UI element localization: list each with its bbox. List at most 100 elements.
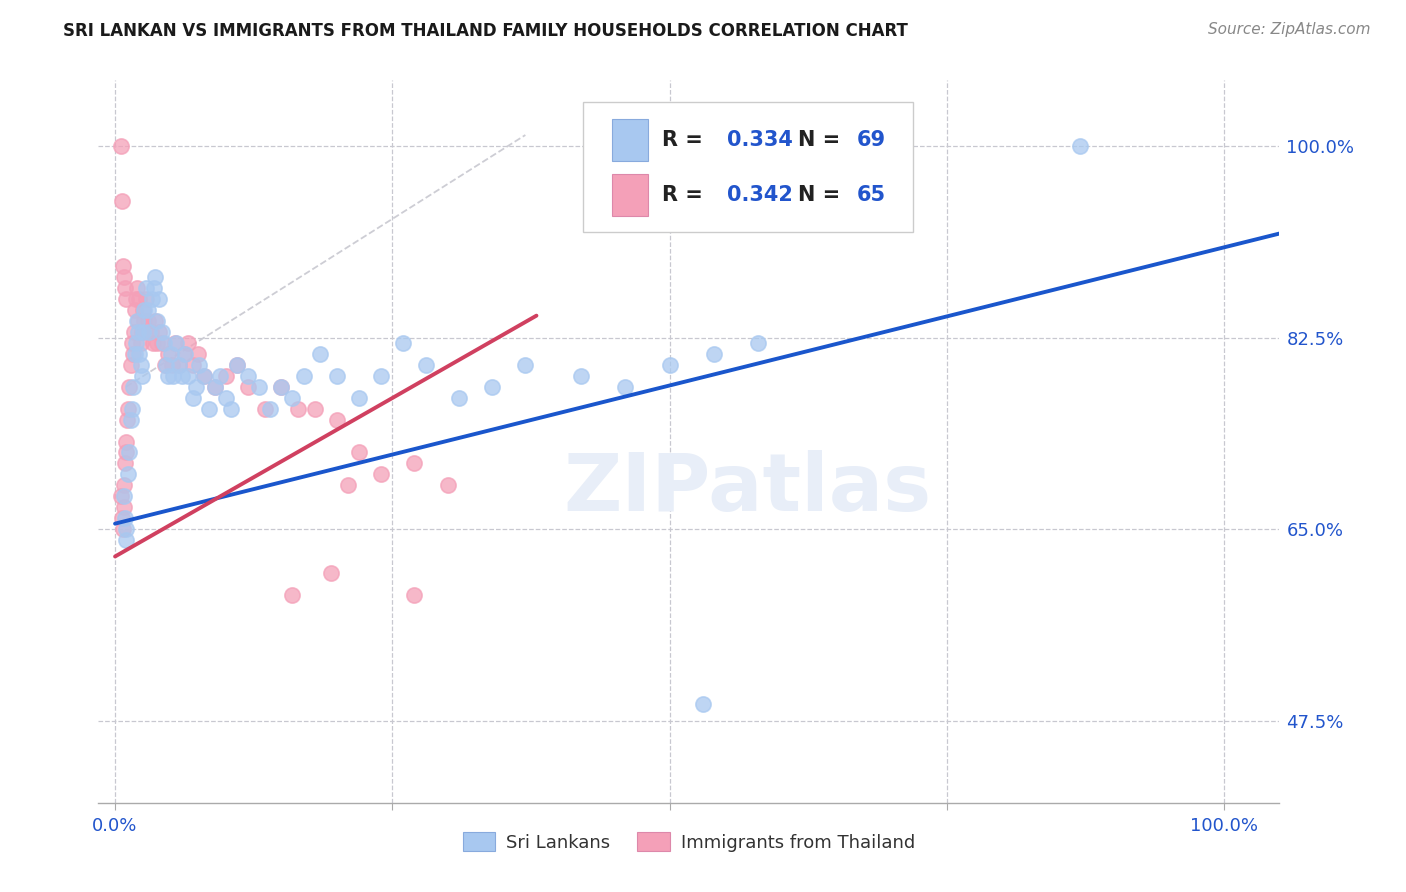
Point xyxy=(121,336,143,351)
Point xyxy=(124,303,146,318)
Point xyxy=(370,368,392,383)
Point xyxy=(209,368,232,383)
Point xyxy=(112,270,135,285)
Point xyxy=(215,391,238,405)
Point xyxy=(270,380,292,394)
Point xyxy=(347,445,370,459)
Point xyxy=(146,336,169,351)
Point xyxy=(150,325,173,339)
Point xyxy=(193,368,215,383)
Point xyxy=(136,314,159,328)
Point xyxy=(247,380,270,394)
Point xyxy=(125,336,148,351)
Point xyxy=(141,292,163,306)
Point xyxy=(148,292,170,306)
Point xyxy=(136,303,159,318)
Point xyxy=(177,336,200,351)
Point xyxy=(162,368,184,383)
Point xyxy=(121,380,143,394)
Point xyxy=(292,368,315,383)
Text: N =: N = xyxy=(797,130,846,150)
Point xyxy=(169,358,191,372)
Point xyxy=(111,194,134,208)
Point xyxy=(347,391,370,405)
Text: 69: 69 xyxy=(856,130,886,150)
Point xyxy=(148,325,170,339)
Point xyxy=(226,358,249,372)
Point xyxy=(270,380,292,394)
Point xyxy=(436,478,458,492)
Point xyxy=(129,336,152,351)
Bar xyxy=(612,174,648,216)
Point xyxy=(128,292,150,306)
Point xyxy=(127,314,149,328)
Point xyxy=(187,347,209,361)
Point xyxy=(215,368,238,383)
Point xyxy=(281,588,304,602)
Point xyxy=(336,478,359,492)
Point xyxy=(139,325,162,339)
Point xyxy=(121,401,143,416)
Legend: Sri Lankans, Immigrants from Thailand: Sri Lankans, Immigrants from Thailand xyxy=(456,824,922,859)
Point xyxy=(112,478,135,492)
Point xyxy=(515,358,537,372)
Point xyxy=(747,336,769,351)
Point xyxy=(120,412,142,426)
Point xyxy=(184,380,207,394)
Point xyxy=(111,522,134,536)
Point xyxy=(112,489,135,503)
Point xyxy=(114,457,136,471)
Text: 65: 65 xyxy=(856,185,886,204)
Point xyxy=(115,522,138,536)
Point xyxy=(614,380,637,394)
Point xyxy=(138,325,160,339)
Point xyxy=(121,347,143,361)
Point xyxy=(142,281,165,295)
Point xyxy=(204,380,226,394)
Point xyxy=(146,314,169,328)
Point xyxy=(115,445,138,459)
Point xyxy=(281,391,304,405)
Point xyxy=(110,139,132,153)
Point xyxy=(127,325,149,339)
Point xyxy=(111,511,134,525)
Point xyxy=(114,281,136,295)
Point xyxy=(181,358,204,372)
Point xyxy=(703,347,725,361)
Point xyxy=(392,336,415,351)
Text: 0.342: 0.342 xyxy=(727,185,793,204)
Point xyxy=(226,358,249,372)
Point xyxy=(129,358,152,372)
Point xyxy=(124,347,146,361)
Point xyxy=(321,566,343,580)
Point xyxy=(127,281,149,295)
Text: R =: R = xyxy=(662,185,710,204)
Point xyxy=(415,358,437,372)
Point xyxy=(110,489,132,503)
Point xyxy=(143,270,166,285)
Point xyxy=(111,260,134,274)
Point xyxy=(326,412,349,426)
Point xyxy=(236,368,259,383)
Text: N =: N = xyxy=(797,185,846,204)
Point xyxy=(259,401,281,416)
Point xyxy=(174,347,197,361)
Point xyxy=(118,380,141,394)
Point xyxy=(157,368,180,383)
Point xyxy=(221,401,243,416)
Point xyxy=(188,358,211,372)
Point xyxy=(169,358,191,372)
Point xyxy=(198,401,221,416)
Point xyxy=(117,401,139,416)
Point xyxy=(309,347,332,361)
Point xyxy=(131,368,153,383)
Point xyxy=(569,368,592,383)
Text: R =: R = xyxy=(662,130,710,150)
Point xyxy=(115,292,138,306)
Point xyxy=(253,401,276,416)
Bar xyxy=(612,120,648,161)
Text: 0.334: 0.334 xyxy=(727,130,793,150)
Point xyxy=(177,368,200,383)
Point xyxy=(181,391,204,405)
Point xyxy=(150,336,173,351)
